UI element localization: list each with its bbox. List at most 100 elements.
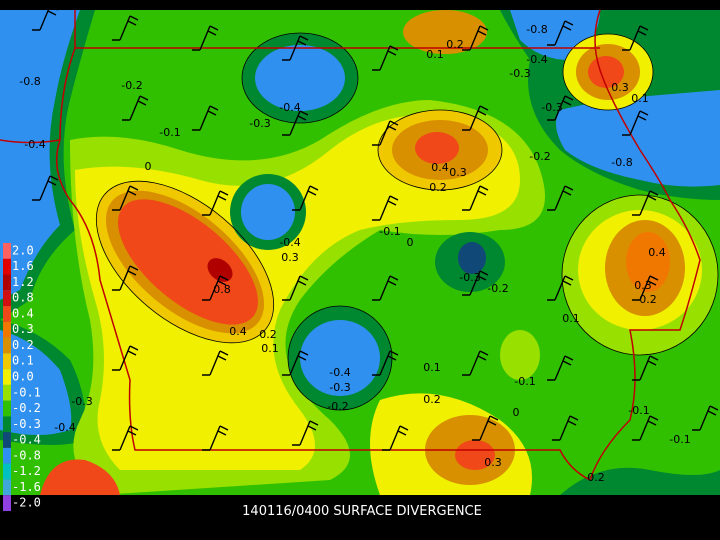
- wind-barb: [112, 185, 139, 211]
- contour-label: -0.3: [541, 101, 562, 114]
- zone: [40, 459, 120, 495]
- wind-barb: [292, 420, 319, 446]
- field: [0, 10, 720, 495]
- contour-label: 0.2: [446, 38, 464, 51]
- contour-label: 0.1: [423, 361, 441, 374]
- legend-swatch: [3, 353, 11, 370]
- wind-barb: [372, 275, 399, 301]
- wind-barb: [462, 105, 489, 131]
- legend-label: 0.8: [12, 291, 34, 305]
- wind-barb: [382, 425, 409, 451]
- contour-label: 0: [407, 236, 414, 249]
- wind-barb: [192, 105, 219, 131]
- zone: [0, 10, 80, 300]
- legend-label: 0.1: [12, 354, 34, 368]
- legend-label: 0.0: [12, 370, 34, 384]
- legend-label: 1.2: [12, 275, 34, 289]
- legend-swatch: [3, 447, 11, 464]
- zone: [207, 258, 233, 282]
- contour-label: 0.2: [639, 293, 657, 306]
- legend-swatch: [3, 463, 11, 480]
- contour-label: -0.1: [628, 404, 649, 417]
- contour-label: 0.2: [423, 393, 441, 406]
- wind-barb: [547, 20, 574, 46]
- contour-label: 0.3: [634, 279, 652, 292]
- wind-barb: [32, 5, 59, 31]
- isoline: [561, 194, 719, 356]
- border: [55, 47, 591, 481]
- wind-barb: [372, 350, 399, 376]
- contour-label: -0.8: [19, 75, 40, 88]
- wind-barb: [372, 195, 399, 221]
- wind-barb: [112, 15, 139, 41]
- contour-label: 0.3: [484, 456, 502, 469]
- zone: [455, 440, 495, 470]
- contour-label: -0.1: [514, 375, 535, 388]
- contour-label: 0.8: [213, 283, 231, 296]
- wind-barb: [292, 185, 319, 211]
- contour-label: 0.3: [449, 166, 467, 179]
- zone: [0, 330, 72, 435]
- wind-barb: [462, 185, 489, 211]
- contour-label: -0.2: [487, 282, 508, 295]
- legend-swatch: [3, 337, 11, 354]
- wind-barb: [202, 190, 229, 216]
- legend-label: -0.2: [12, 401, 41, 415]
- wind-barb: [372, 45, 399, 71]
- wind-barb: [462, 350, 489, 376]
- contour-labels: -0.8 -0.2-0.4-0.3-0.10.20.1-0.8-0.4-0.30.…: [19, 23, 690, 484]
- zone: [300, 320, 380, 396]
- contour-label: 0.4: [648, 246, 666, 259]
- contour-label: -0.1: [379, 225, 400, 238]
- legend-label: -0.1: [12, 385, 41, 399]
- zone: [415, 132, 459, 164]
- wind-barb: [192, 25, 219, 51]
- wind-barb: [112, 265, 139, 291]
- contour-label: -0.4: [279, 236, 300, 249]
- legend-swatch: [3, 384, 11, 401]
- wind-barb: [282, 350, 309, 376]
- legend-label: 0.4: [12, 306, 34, 320]
- isoline: [95, 180, 275, 344]
- zone: [500, 330, 540, 380]
- wind-barb: [282, 35, 309, 61]
- legend-label: -1.2: [12, 464, 41, 478]
- legend-swatch: [3, 290, 11, 307]
- wind-barb: [552, 415, 579, 441]
- wind-barb: [472, 415, 499, 441]
- wind-barb: [632, 355, 659, 381]
- wind-barb: [202, 425, 229, 451]
- legend-swatch: [3, 306, 11, 322]
- legend-label: -0.8: [12, 448, 41, 462]
- wind-barb: [462, 270, 489, 296]
- zone: [117, 199, 259, 325]
- contour-label: 0.1: [261, 342, 279, 355]
- legend-label: -2.0: [12, 496, 41, 510]
- contour-label: 0.4: [229, 325, 247, 338]
- contour-label: 0.3: [611, 81, 629, 94]
- contour-label: 0.4: [431, 161, 449, 174]
- legend-label: -0.4: [12, 433, 41, 447]
- contour-label: -0.8: [526, 23, 547, 36]
- legend-label: -0.3: [12, 417, 41, 431]
- zone: [588, 56, 624, 88]
- contour-label: 0.3: [281, 251, 299, 264]
- contour-label: -0.4: [279, 101, 300, 114]
- wind-barb: [112, 425, 139, 451]
- wind-barb: [547, 355, 574, 381]
- wind-barb: [547, 185, 574, 211]
- legend-swatch: [3, 274, 11, 291]
- state-borders: [0, 9, 701, 481]
- zone: [241, 184, 295, 240]
- legend-swatch: [3, 243, 11, 259]
- contour-label: 0: [145, 160, 152, 173]
- contour-label: -0.2: [327, 400, 348, 413]
- wind-barb: [632, 275, 659, 301]
- contour-label: 0.2: [429, 181, 447, 194]
- wind-barb: [112, 345, 139, 371]
- legend-swatch: [3, 416, 11, 433]
- wind-barb: [282, 110, 309, 136]
- wind-barbs: [32, 5, 719, 451]
